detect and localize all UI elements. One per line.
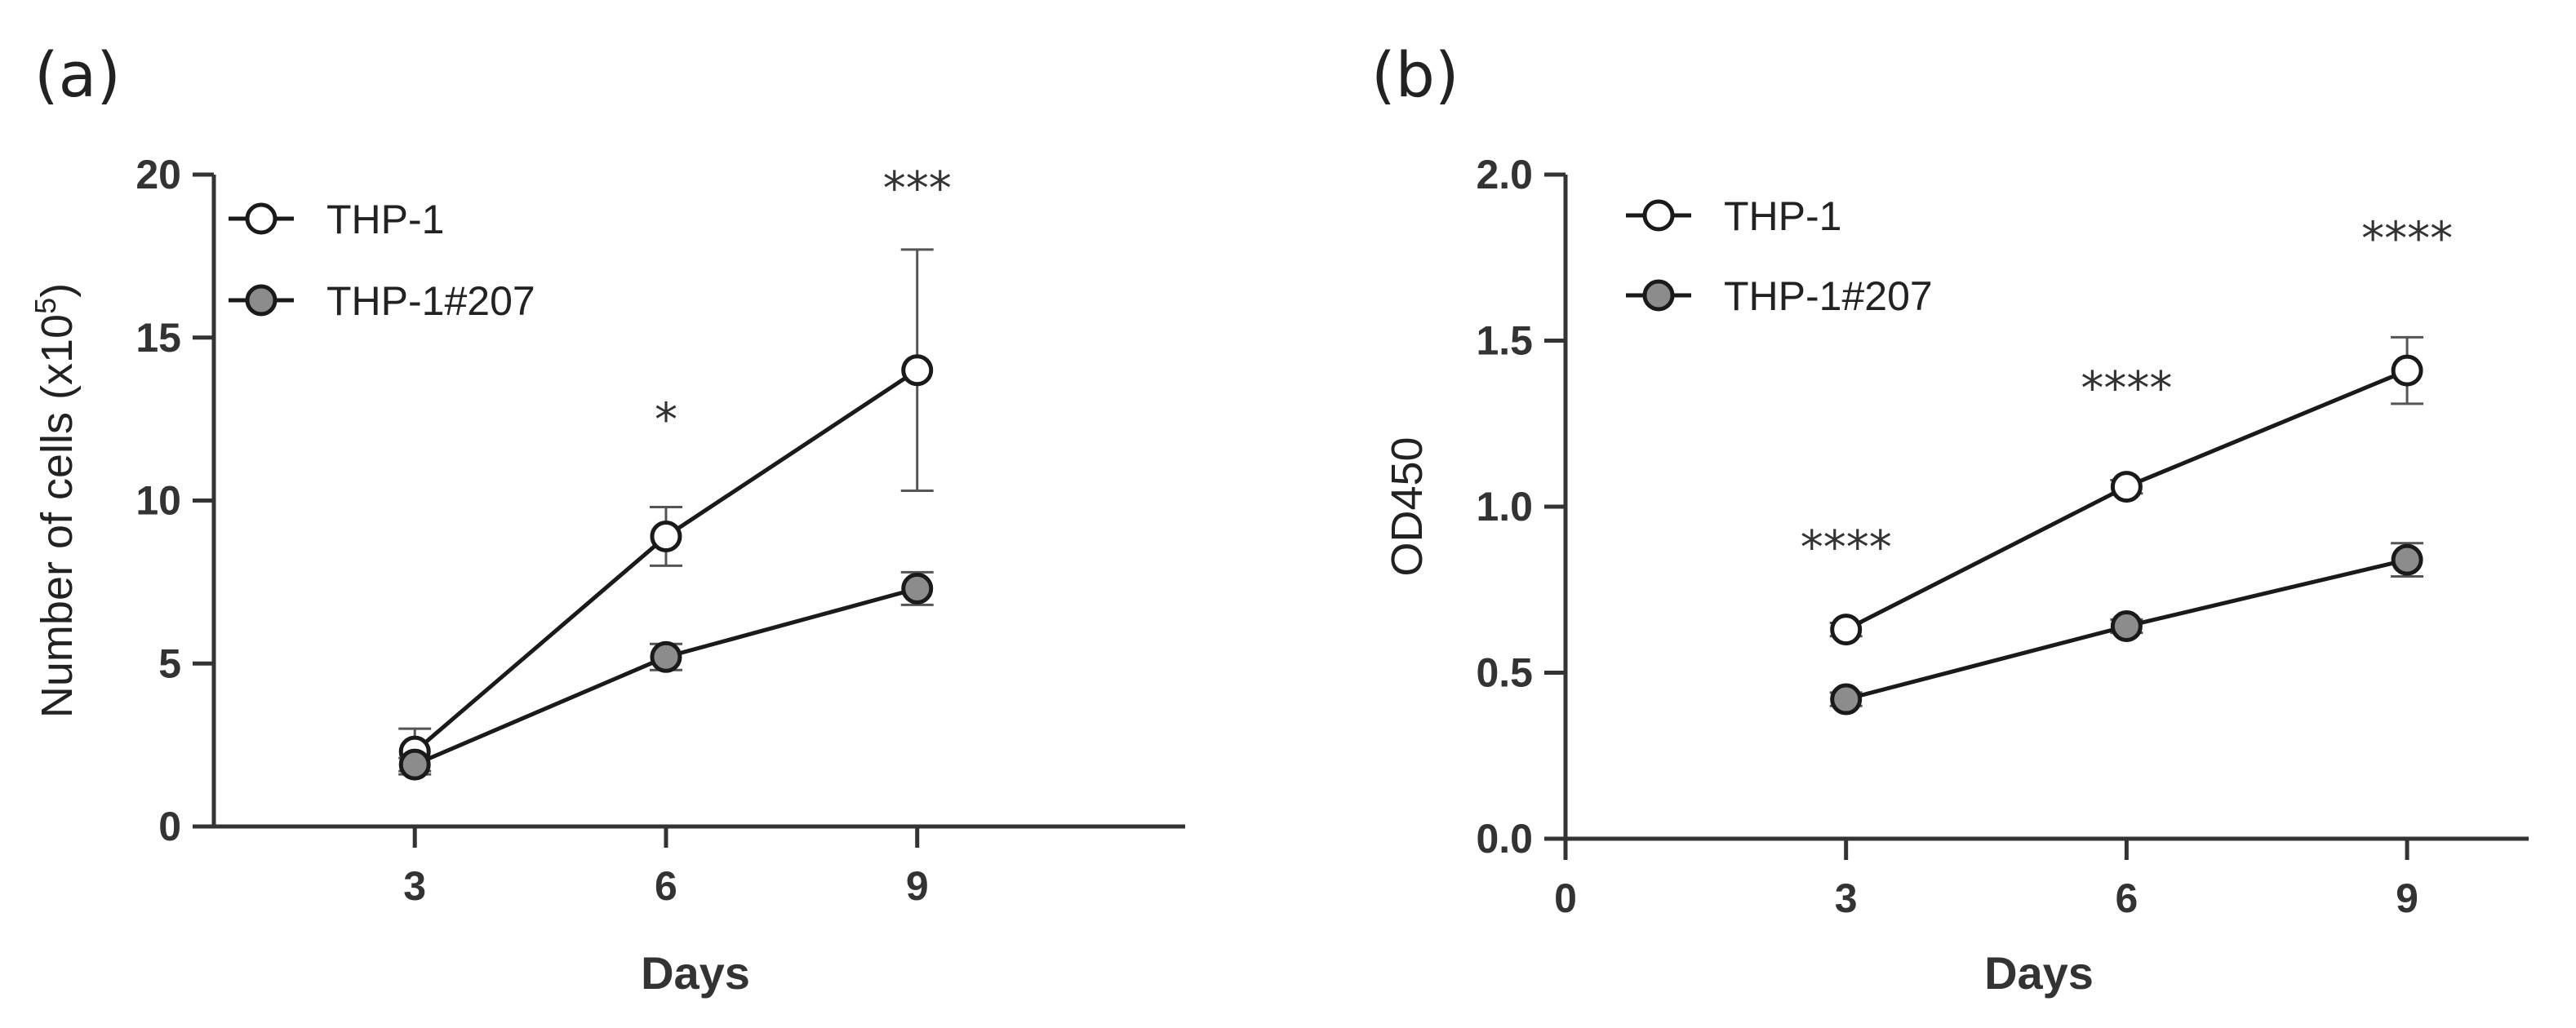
significance-label: *** xyxy=(883,162,952,215)
x-tick-label: 9 xyxy=(2396,875,2418,921)
legend-label: THP-1 xyxy=(326,197,444,242)
data-point xyxy=(650,520,682,552)
y-tick-label: 1.0 xyxy=(1476,484,1533,530)
legend-label: THP-1#207 xyxy=(1724,273,1933,319)
x-tick-label: 6 xyxy=(655,863,677,909)
panel-label: (a) xyxy=(34,38,121,111)
data-point xyxy=(2391,354,2423,387)
legend-marker xyxy=(1642,199,1675,232)
y-axis-title: OD450 xyxy=(1383,436,1432,576)
legend-marker xyxy=(1642,279,1675,312)
data-point xyxy=(398,748,431,781)
data-point xyxy=(2110,610,2143,643)
y-axis-title-main: OD450 xyxy=(1383,436,1432,576)
y-tick-label: 10 xyxy=(135,478,181,524)
data-point xyxy=(650,640,682,673)
y-tick-label: 0.0 xyxy=(1476,816,1533,862)
y-tick-label: 0 xyxy=(158,804,181,849)
series-thp1-207 xyxy=(398,570,934,781)
y-axis-title-sup: 5 xyxy=(29,298,62,314)
significance-label: **** xyxy=(2081,362,2172,415)
data-point xyxy=(901,354,934,387)
x-tick-label: 3 xyxy=(403,863,426,909)
y-axis-title-main: Number of cells (x10 xyxy=(33,314,82,718)
y-tick-label: 15 xyxy=(135,315,181,361)
significance-label: * xyxy=(655,394,677,447)
series-thp1-207 xyxy=(1829,542,2424,716)
x-axis-title: Days xyxy=(1984,947,2094,999)
y-tick-label: 5 xyxy=(158,640,181,686)
legend-label: THP-1#207 xyxy=(326,278,535,324)
data-point xyxy=(2110,471,2143,503)
legend-label: THP-1 xyxy=(1724,193,1841,239)
data-point xyxy=(901,572,934,605)
x-axis-title: Days xyxy=(641,947,750,999)
data-point xyxy=(1830,614,1863,646)
x-tick-label: 9 xyxy=(906,863,929,909)
y-tick-label: 2.0 xyxy=(1476,152,1533,197)
series-thp1 xyxy=(398,248,934,776)
legend-marker xyxy=(245,202,278,235)
panel-label: (b) xyxy=(1371,38,1459,111)
x-tick-label: 3 xyxy=(1835,875,1858,921)
data-point xyxy=(2391,543,2423,576)
series-thp1 xyxy=(1829,335,2424,646)
legend-marker xyxy=(245,284,278,317)
x-tick-label: 6 xyxy=(2115,875,2138,921)
significance-label: **** xyxy=(1801,521,1892,574)
y-tick-label: 1.5 xyxy=(1476,318,1533,364)
y-axis-title-end: ) xyxy=(33,283,82,298)
y-axis-title: Number of cells (x105) xyxy=(29,283,82,718)
series-line xyxy=(414,586,918,767)
y-tick-label: 0.5 xyxy=(1476,650,1533,696)
y-tick-label: 20 xyxy=(135,152,181,197)
significance-label: **** xyxy=(2361,213,2453,266)
panel-b: (b) 0.0 0.5 1.0 1.5 2.0 0 3 6 9 Days OD450 THP-1 THP-… xyxy=(1371,38,2529,999)
data-point xyxy=(1830,683,1863,716)
x-tick-label: 0 xyxy=(1554,875,1577,921)
